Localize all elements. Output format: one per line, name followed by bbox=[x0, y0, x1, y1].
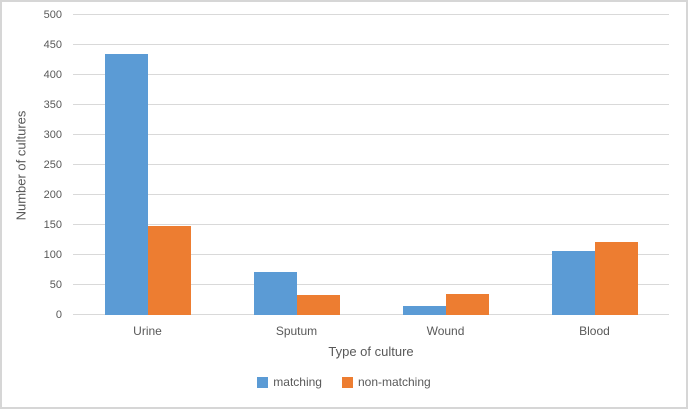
gridline-50 bbox=[73, 284, 669, 285]
gridline-200 bbox=[73, 194, 669, 195]
y-tick-label-300: 300 bbox=[43, 129, 62, 141]
bar-group-blood bbox=[520, 15, 669, 315]
gridline-0 bbox=[73, 314, 669, 315]
legend-label-non-matching: non-matching bbox=[357, 375, 431, 389]
x-category-label-blood: Blood bbox=[579, 324, 610, 338]
bar-non-matching-urine bbox=[147, 225, 191, 315]
y-tick-label-50: 50 bbox=[49, 279, 62, 291]
bar-group-wound bbox=[371, 15, 520, 315]
x-axis-title: Type of culture bbox=[328, 344, 414, 359]
y-tick-label-0: 0 bbox=[55, 309, 62, 321]
y-tick-label-450: 450 bbox=[43, 39, 62, 51]
bar-matching-urine bbox=[104, 54, 148, 315]
gridline-400 bbox=[73, 74, 669, 75]
y-tick-label-350: 350 bbox=[43, 99, 62, 111]
y-tick-label-200: 200 bbox=[43, 189, 62, 201]
legend-item-non-matching: non-matching bbox=[341, 375, 431, 389]
bar-matching-blood bbox=[551, 250, 595, 315]
legend-swatch-matching bbox=[257, 376, 269, 388]
legend: matching non-matching bbox=[2, 375, 686, 389]
gridline-450 bbox=[73, 44, 669, 45]
x-category-label-wound: Wound bbox=[426, 324, 465, 338]
bar-non-matching-blood bbox=[594, 242, 638, 315]
y-tick-label-500: 500 bbox=[43, 9, 62, 21]
x-category-label-sputum: Sputum bbox=[275, 324, 318, 338]
legend-label-matching: matching bbox=[273, 375, 322, 389]
gridline-150 bbox=[73, 224, 669, 225]
gridline-300 bbox=[73, 134, 669, 135]
y-axis-tick-labels: 0 50 100 150 200 250 300 350 400 450 500 bbox=[2, 9, 62, 321]
bar-non-matching-wound bbox=[445, 294, 489, 315]
gridline-350 bbox=[73, 104, 669, 105]
bar-matching-wound bbox=[402, 306, 446, 315]
y-tick-label-400: 400 bbox=[43, 69, 62, 81]
gridline-500 bbox=[73, 14, 669, 15]
gridline-250 bbox=[73, 164, 669, 165]
plot-area bbox=[73, 14, 669, 315]
y-tick-label-150: 150 bbox=[43, 219, 62, 231]
legend-swatch-non-matching bbox=[341, 376, 353, 388]
gridline-100 bbox=[73, 254, 669, 255]
x-category-label-urine: Urine bbox=[133, 324, 162, 338]
bar-group-sputum bbox=[222, 15, 371, 315]
legend-item-matching: matching bbox=[257, 375, 322, 389]
y-tick-label-250: 250 bbox=[43, 159, 62, 171]
x-axis-category-labels: Urine Sputum Wound Blood bbox=[73, 319, 669, 338]
y-tick-label-100: 100 bbox=[43, 249, 62, 261]
bar-group-urine bbox=[73, 15, 222, 315]
bar-non-matching-sputum bbox=[296, 295, 340, 315]
bar-matching-sputum bbox=[253, 271, 297, 315]
bars-layer bbox=[73, 15, 669, 315]
